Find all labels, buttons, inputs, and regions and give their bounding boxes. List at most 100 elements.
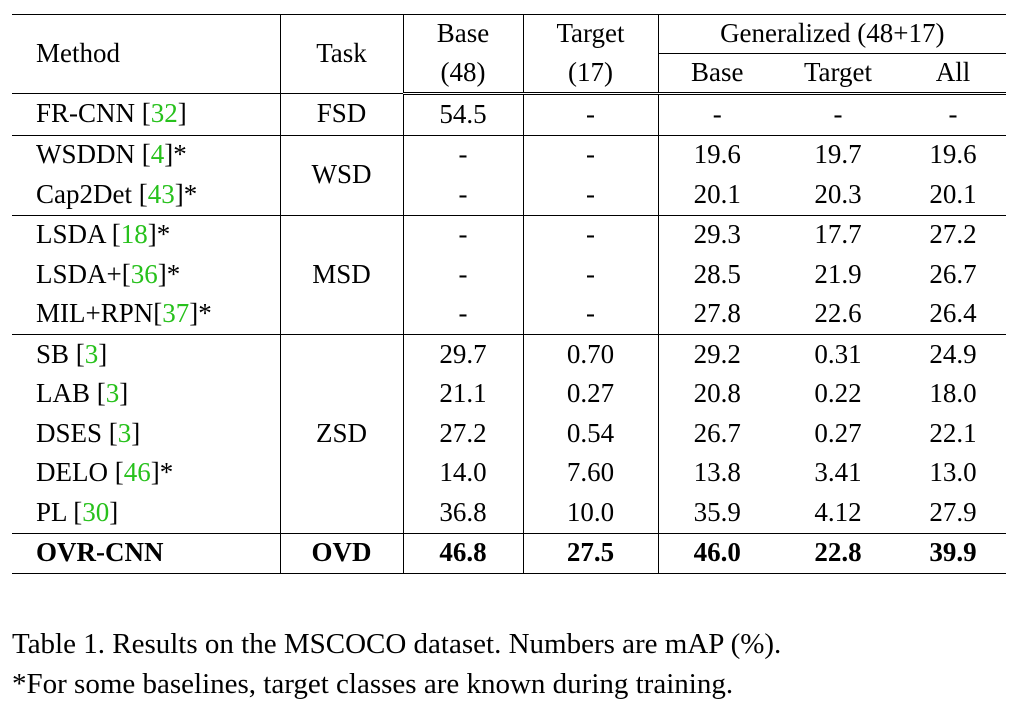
header-target-count: (17) bbox=[523, 53, 659, 95]
gen-all-cell: 20.1 bbox=[929, 178, 977, 209]
gen-base-cell: 29.2 bbox=[658, 334, 776, 375]
gen-target-cell: 4.12 bbox=[814, 496, 862, 527]
table-row: DELO [46]* 14.0 7.60 13.8 3.41 13.0 bbox=[12, 453, 1006, 493]
citation-link[interactable]: 3 bbox=[84, 338, 99, 369]
gen-base-cell: 19.6 bbox=[658, 134, 776, 175]
target-cell: - bbox=[523, 255, 659, 295]
gen-base-cell: 26.7 bbox=[693, 417, 741, 448]
table-row: DSES [3] 27.2 0.54 26.7 0.27 22.1 bbox=[12, 414, 1006, 454]
gen-base-cell: 20.8 bbox=[693, 378, 741, 409]
table-row: LSDA+[36]* - - 28.5 21.9 26.7 bbox=[12, 255, 1006, 295]
gen-base-cell: 20.1 bbox=[693, 178, 741, 209]
citation-link[interactable]: 43 bbox=[147, 178, 175, 209]
header-gen-target: Target bbox=[776, 53, 900, 95]
base-cell: 29.7 bbox=[403, 334, 524, 375]
citation-link[interactable]: 3 bbox=[117, 417, 132, 448]
method-cell: LAB [3] bbox=[12, 374, 281, 414]
table-row: Cap2Det [43]* - - 20.1 20.3 20.1 bbox=[12, 175, 1006, 215]
gen-base-cell: 46.0 bbox=[658, 532, 776, 574]
citation-link[interactable]: 4 bbox=[150, 139, 165, 170]
method-cell: Cap2Det [43]* bbox=[12, 175, 281, 215]
citation-link[interactable]: 37 bbox=[162, 298, 190, 329]
table-caption: Table 1. Results on the MSCOCO dataset. … bbox=[12, 624, 1012, 704]
base-cell: - bbox=[403, 214, 524, 255]
gen-target-cell: 22.6 bbox=[814, 298, 862, 329]
method-cell: DSES [3] bbox=[12, 414, 281, 454]
header-task: Task bbox=[280, 14, 404, 94]
gen-base-cell: 28.5 bbox=[693, 258, 741, 289]
task-cell: FSD bbox=[280, 93, 404, 135]
table-row: MIL+RPN[37]* - - 27.8 22.6 26.4 bbox=[12, 294, 1006, 335]
method-cell: MIL+RPN[37]* bbox=[12, 294, 281, 335]
target-cell: 10.0 bbox=[523, 493, 659, 533]
target-cell: - bbox=[523, 93, 659, 135]
header-method: Method bbox=[12, 14, 281, 94]
method-cell: SB [3] bbox=[12, 334, 281, 375]
target-cell: - bbox=[523, 214, 659, 255]
method-cell: WSDDN [4]* bbox=[12, 134, 281, 175]
table-row: SB [3] ZSD 29.7 0.70 29.2 0.31 24.9 bbox=[12, 334, 1007, 533]
gen-all-cell: 27.9 bbox=[929, 496, 977, 527]
gen-all-cell: 19.6 bbox=[900, 134, 1007, 175]
target-cell: 0.27 bbox=[523, 374, 659, 414]
method-cell: LSDA+[36]* bbox=[12, 255, 281, 295]
gen-all-cell: 26.7 bbox=[929, 258, 977, 289]
gen-target-cell: 21.9 bbox=[814, 258, 862, 289]
task-cell: WSD bbox=[280, 134, 404, 215]
method-cell: FR-CNN [32] bbox=[12, 93, 281, 135]
gen-all-cell: 26.4 bbox=[929, 298, 977, 329]
base-cell: - bbox=[403, 134, 524, 175]
citation-link[interactable]: 3 bbox=[105, 378, 120, 409]
target-cell: 27.5 bbox=[523, 532, 659, 574]
target-cell: 7.60 bbox=[523, 453, 659, 493]
gen-base-cell: 27.8 bbox=[693, 298, 741, 329]
header-target: Target bbox=[523, 14, 659, 54]
header-gen-base: Base bbox=[658, 53, 776, 95]
header-gen-all: All bbox=[900, 53, 1007, 95]
caption-line-2: *For some baselines, target classes are … bbox=[12, 668, 734, 700]
base-cell: - bbox=[403, 255, 524, 295]
table-row: WSDDN [4]* WSD - - 19.6 19.7 19.6 bbox=[12, 134, 1007, 215]
gen-target-cell: 0.31 bbox=[776, 334, 900, 375]
gen-all-cell: 18.0 bbox=[929, 378, 977, 409]
gen-all-cell: 27.2 bbox=[900, 214, 1007, 255]
base-cell: 14.0 bbox=[403, 453, 524, 493]
citation-link[interactable]: 30 bbox=[82, 496, 110, 527]
citation-link[interactable]: 36 bbox=[130, 258, 158, 289]
gen-all-cell: 24.9 bbox=[900, 334, 1007, 375]
table-row: FR-CNN [32] FSD 54.5 - - - - bbox=[12, 93, 1007, 135]
table-row: LAB [3] 21.1 0.27 20.8 0.22 18.0 bbox=[12, 374, 1006, 414]
task-cell: MSD bbox=[280, 214, 404, 335]
table-row-highlight: OVR-CNN OVD 46.8 27.5 46.0 22.8 39.9 bbox=[12, 532, 1007, 574]
target-cell: 0.70 bbox=[523, 334, 659, 375]
gen-all-cell: - bbox=[900, 93, 1007, 135]
header-base-count: (48) bbox=[403, 53, 524, 95]
results-table: Method Task Base Target Generalized (48+… bbox=[12, 14, 1007, 574]
target-cell: - bbox=[523, 175, 659, 215]
base-cell: - bbox=[403, 294, 524, 335]
table-row: LSDA [18]* MSD - - 29.3 17.7 27.2 bbox=[12, 214, 1007, 335]
method-cell: LSDA [18]* bbox=[12, 214, 281, 255]
header-base: Base bbox=[403, 14, 524, 54]
gen-target-cell: 19.7 bbox=[776, 134, 900, 175]
method-cell: DELO [46]* bbox=[12, 453, 281, 493]
task-cell: OVD bbox=[280, 532, 404, 574]
method-cell: OVR-CNN bbox=[12, 532, 281, 574]
gen-target-cell: - bbox=[776, 93, 900, 135]
base-cell: 54.5 bbox=[403, 93, 524, 135]
gen-base-cell: 29.3 bbox=[658, 214, 776, 255]
target-cell: 0.54 bbox=[523, 414, 659, 454]
gen-target-cell: 0.22 bbox=[814, 378, 862, 409]
citation-link[interactable]: 32 bbox=[150, 98, 178, 129]
citation-link[interactable]: 18 bbox=[120, 219, 148, 250]
base-cell: - bbox=[403, 175, 524, 215]
citation-link[interactable]: 46 bbox=[123, 457, 151, 488]
gen-target-cell: 3.41 bbox=[814, 457, 862, 488]
base-cell: 46.8 bbox=[403, 532, 524, 574]
base-cell: 36.8 bbox=[403, 493, 524, 533]
base-cell: 27.2 bbox=[403, 414, 524, 454]
results-table-container: Method Task Base Target Generalized (48+… bbox=[12, 14, 1007, 574]
gen-base-cell: - bbox=[658, 93, 776, 135]
caption-line-1: Table 1. Results on the MSCOCO dataset. … bbox=[12, 628, 782, 660]
target-cell: - bbox=[523, 134, 659, 175]
